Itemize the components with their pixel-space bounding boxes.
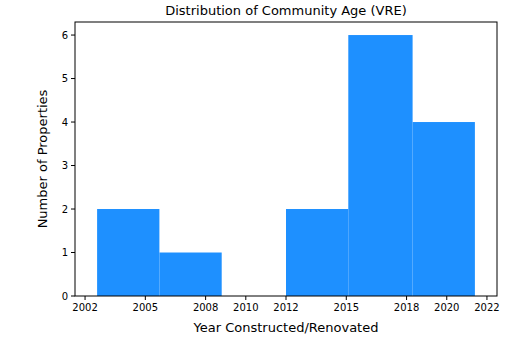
x-axis-label: Year Constructed/Renovated (193, 320, 379, 335)
x-tick (446, 296, 447, 300)
histogram-bar (348, 35, 412, 296)
x-tick-label: 2018 (394, 302, 419, 313)
x-tick (85, 296, 86, 300)
chart-svg: 2002 2005 2008 2010 2012 2015 2018 2020 2022 0 1 2 3… (0, 0, 522, 345)
x-tick-label: 2002 (72, 302, 97, 313)
x-tick (286, 296, 287, 300)
x-tick-label: 2015 (334, 302, 359, 313)
x-tick-label: 2020 (434, 302, 459, 313)
y-tick (71, 122, 75, 123)
x-tick-label: 2008 (193, 302, 218, 313)
y-tick-label: 2 (62, 204, 68, 215)
x-tick-label: 2005 (133, 302, 158, 313)
x-tick-label: 2010 (233, 302, 258, 313)
y-tick (71, 35, 75, 36)
histogram-bar (97, 209, 159, 296)
bars (97, 35, 475, 296)
y-tick-label: 6 (62, 30, 68, 41)
y-tick (71, 78, 75, 79)
plot-frame (75, 22, 497, 296)
x-tick (486, 296, 487, 300)
chart-container: 2002 2005 2008 2010 2012 2015 2018 2020 2022 0 1 2 3… (0, 0, 522, 345)
histogram-bar (159, 253, 221, 296)
y-tick-label: 3 (62, 160, 68, 171)
histogram-bar (413, 122, 475, 296)
y-tick (71, 296, 75, 297)
x-tick (245, 296, 246, 300)
chart-title: Distribution of Community Age (VRE) (165, 3, 407, 18)
y-tick-label: 4 (62, 117, 68, 128)
y-tick-label: 5 (62, 73, 68, 84)
histogram-bar (286, 209, 348, 296)
x-tick (406, 296, 407, 300)
y-tick (71, 209, 75, 210)
y-axis-label: Number of Properties (35, 89, 50, 228)
x-tick (346, 296, 347, 300)
x-tick-label: 2022 (474, 302, 499, 313)
x-tick (145, 296, 146, 300)
y-tick (71, 252, 75, 253)
x-tick-label: 2012 (273, 302, 298, 313)
y-tick (71, 165, 75, 166)
y-tick-label: 0 (62, 291, 68, 302)
y-tick-label: 1 (62, 247, 68, 258)
x-tick (205, 296, 206, 300)
